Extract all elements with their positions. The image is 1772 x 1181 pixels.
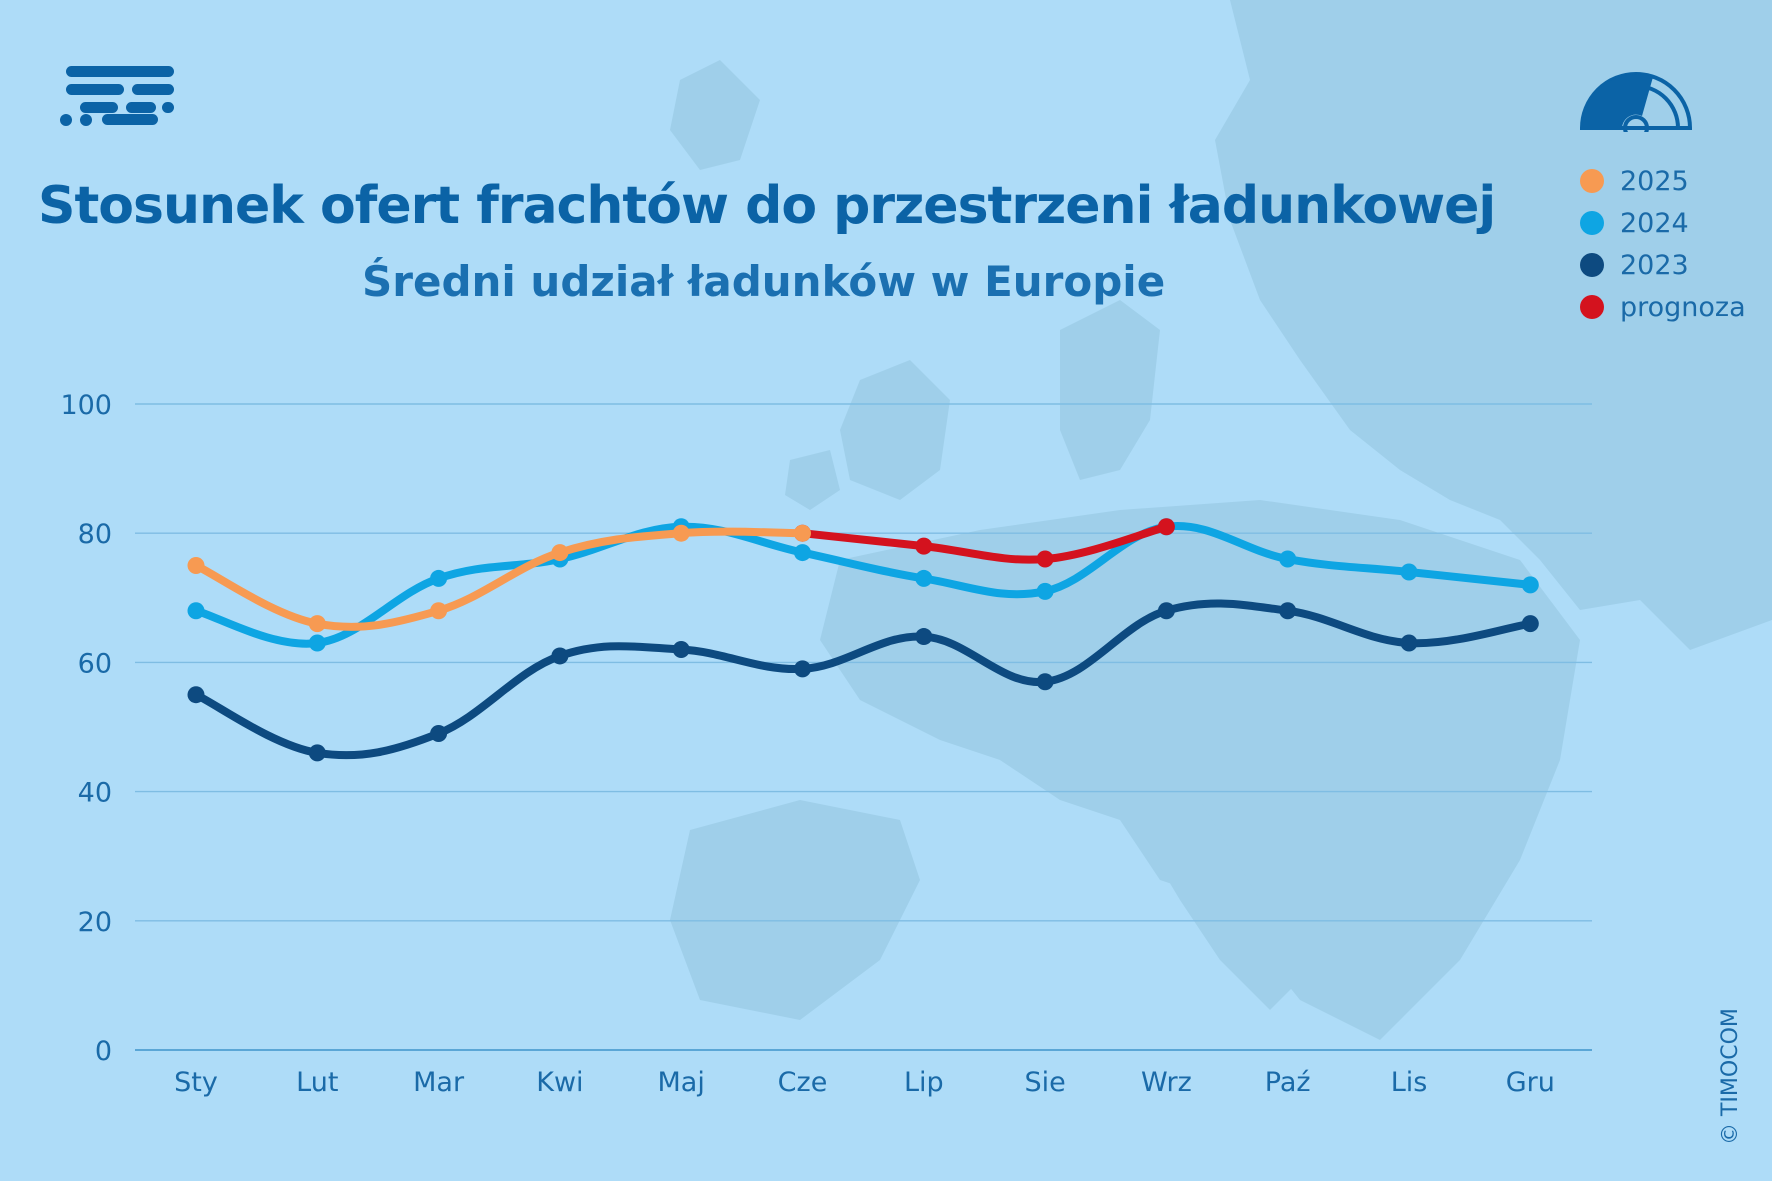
legend-label: 2025 — [1620, 165, 1689, 197]
legend-item-2025: 2025 — [1580, 160, 1746, 202]
y-tick-label: 80 — [78, 519, 112, 550]
x-tick-label: Maj — [658, 1067, 705, 1098]
x-tick-label: Paź — [1265, 1067, 1311, 1098]
series-2023 — [187, 599, 1539, 762]
data-point-2024 — [1036, 582, 1054, 600]
grid-lines — [135, 403, 1592, 1051]
data-point-2023 — [430, 724, 448, 742]
data-point-2025 — [187, 557, 205, 574]
data-point-2024 — [1279, 550, 1297, 568]
x-tick-label: Sie — [1024, 1067, 1065, 1098]
legend-item-prognoza: prognoza — [1580, 286, 1746, 328]
x-tick-label: Sty — [174, 1067, 218, 1098]
x-tick-label: Mar — [413, 1067, 465, 1098]
data-point-2024 — [794, 544, 811, 562]
series-line-2023 — [192, 599, 1535, 760]
data-point-2025 — [308, 615, 326, 633]
data-point-2025 — [430, 602, 448, 620]
data-point-2024 — [1400, 563, 1418, 581]
chart-title: Stosunek ofert frachtów do przestrzeni ł… — [38, 176, 1496, 236]
data-point-2025 — [794, 524, 811, 542]
data-point-prognoza — [1036, 550, 1054, 568]
legend: 2025 2024 2023 prognoza — [1580, 160, 1746, 328]
data-point-2024 — [430, 569, 448, 587]
x-tick-label: Lis — [1391, 1067, 1428, 1098]
series-line-2024 — [192, 522, 1535, 648]
data-point-2023 — [1521, 615, 1539, 633]
y-tick-label: 60 — [78, 648, 112, 679]
series-lines — [187, 518, 1539, 762]
data-point-prognoza — [1157, 518, 1175, 536]
data-point-2025 — [551, 544, 569, 562]
data-point-2023 — [1400, 634, 1418, 652]
data-point-2024 — [915, 569, 933, 587]
data-point-2023 — [915, 628, 933, 646]
x-tick-label: Lip — [904, 1067, 944, 1098]
data-point-2023 — [1036, 673, 1054, 691]
data-point-2023 — [1157, 602, 1175, 620]
axis-labels: 0 20 40 60 80 100 Sty Lut Mar Kwi Maj Cze Lip Sie Wrz P… — [60, 390, 1554, 1098]
data-point-prognoza — [915, 537, 933, 555]
x-tick-label: Lut — [296, 1067, 338, 1098]
legend-item-2024: 2024 — [1580, 202, 1746, 244]
chart-subtitle: Średni udział ładunków w Europie — [362, 257, 1166, 306]
legend-dot — [1580, 295, 1604, 319]
y-tick-label: 100 — [60, 390, 112, 421]
data-point-2023 — [672, 640, 690, 658]
legend-label: 2023 — [1620, 249, 1689, 281]
data-point-2024 — [1521, 576, 1539, 594]
legend-item-2023: 2023 — [1580, 244, 1746, 286]
x-tick-label: Wrz — [1141, 1067, 1192, 1098]
x-tick-label: Gru — [1506, 1067, 1555, 1098]
y-tick-label: 20 — [78, 907, 112, 938]
legend-dot — [1580, 169, 1604, 193]
legend-dot — [1580, 253, 1604, 277]
x-tick-label: Cze — [778, 1067, 828, 1098]
data-point-2023 — [551, 647, 569, 665]
x-tick-label: Kwi — [536, 1067, 583, 1098]
series-line-2025 — [192, 527, 807, 631]
legend-label: 2024 — [1620, 207, 1689, 239]
data-point-2023 — [794, 660, 811, 678]
series-2025 — [187, 524, 811, 633]
y-tick-label: 40 — [78, 778, 112, 809]
data-point-2024 — [187, 602, 205, 620]
timocom-logo-icon — [60, 66, 174, 126]
legend-dot — [1580, 211, 1604, 235]
data-point-2023 — [187, 686, 205, 704]
legend-label: prognoza — [1620, 291, 1746, 323]
data-point-2023 — [1279, 602, 1297, 620]
data-point-2025 — [672, 524, 690, 542]
series-line-prognoza — [798, 522, 1171, 564]
data-point-2024 — [308, 634, 326, 652]
gauge-icon — [1580, 72, 1692, 132]
y-tick-label: 0 — [95, 1036, 112, 1067]
data-point-2023 — [308, 744, 326, 762]
